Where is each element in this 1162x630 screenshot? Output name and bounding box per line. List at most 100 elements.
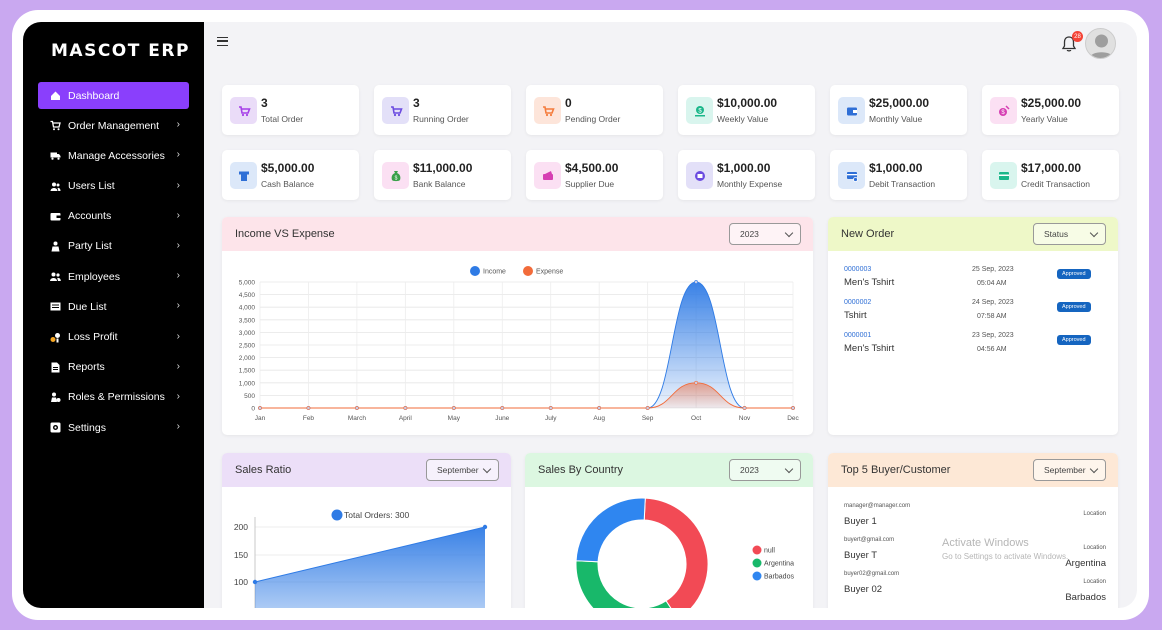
y-tick-label: 4,500 <box>239 292 256 299</box>
cart-icon <box>50 120 61 131</box>
y-tick-label: 1,500 <box>239 368 256 375</box>
user-avatar[interactable] <box>1085 28 1116 59</box>
legend-label: Expense <box>536 269 563 276</box>
stat-label: Supplier Due <box>565 179 615 189</box>
sidebar-item-reports[interactable]: Reports › <box>38 354 189 381</box>
stat-card-weekly-value[interactable]: $ $10,000.00 Weekly Value <box>678 85 815 135</box>
top-buyers-month-select[interactable]: September <box>1033 459 1106 481</box>
sidebar-item-manage-accessories[interactable]: Manage Accessories › <box>38 142 189 169</box>
wallet-icon <box>50 211 61 222</box>
order-status-badge: Approved <box>1057 302 1091 312</box>
data-point[interactable] <box>694 280 698 284</box>
data-point[interactable] <box>258 406 262 410</box>
cart-icon <box>534 97 561 124</box>
stat-card-monthly-expense[interactable]: $1,000.00 Monthly Expense <box>678 150 815 200</box>
buyer-row[interactable]: buyer02@gmail.com Buyer 02 Location Barbado… <box>844 571 1106 605</box>
data-point[interactable] <box>548 406 553 410</box>
y-tick-label: 4,000 <box>239 305 256 312</box>
stat-label: Total Order <box>261 114 304 124</box>
sidebar-item-employees[interactable]: Employees › <box>38 263 189 290</box>
stat-card-debit-transaction[interactable]: $1,000.00 Debit Transaction <box>830 150 967 200</box>
notification-count-badge: 28 <box>1072 31 1083 42</box>
top-buyers-month-value: September <box>1044 465 1086 475</box>
sidebar-item-party-list[interactable]: Party List › <box>38 233 189 260</box>
data-point[interactable] <box>252 579 258 585</box>
order-row[interactable]: 0000003 Men's Tshirt 25 Sep, 2023 05:04 AM A… <box>844 266 1118 296</box>
sidebar-item-due-list[interactable]: Due List › <box>38 293 189 320</box>
data-point[interactable] <box>742 406 747 410</box>
x-tick-label: Feb <box>303 415 315 422</box>
sidebar-item-loss-profit[interactable]: Loss Profit › <box>38 324 189 351</box>
buyer-name: Buyer 02 <box>844 584 883 595</box>
stat-value: $10,000.00 <box>717 96 778 110</box>
y-tick-label: 0 <box>251 406 255 413</box>
chevron-down-icon <box>1089 228 1099 238</box>
data-point[interactable] <box>500 406 505 410</box>
stat-card-bank-balance[interactable]: $ $11,000.00 Bank Balance <box>374 150 511 200</box>
sidebar-item-dashboard[interactable]: Dashboard <box>38 82 189 109</box>
data-point[interactable] <box>355 406 359 410</box>
stat-card-total-order[interactable]: 3 Total Order <box>222 85 359 135</box>
buyer-row[interactable]: manager@manager.com Buyer 1 Location <box>844 503 1106 537</box>
data-point[interactable] <box>451 406 456 410</box>
series-area-income <box>260 282 793 408</box>
sales-ratio-month-select[interactable]: September <box>426 459 499 481</box>
order-id-link[interactable]: 0000003 <box>844 266 872 273</box>
y-tick-label: 2,000 <box>239 355 256 362</box>
data-point[interactable] <box>482 524 488 530</box>
stat-label: Monthly Value <box>869 114 923 124</box>
stat-card-yearly-value[interactable]: $ $25,000.00 Yearly Value <box>982 85 1119 135</box>
notification-bell-icon[interactable] <box>1061 35 1077 53</box>
list-icon <box>50 301 61 312</box>
series-line-expense <box>260 382 793 409</box>
chevron-right-icon: › <box>176 300 180 312</box>
sidebar-item-users-list[interactable]: Users List › <box>38 173 189 200</box>
data-point[interactable] <box>403 406 408 410</box>
income-expense-panel: Income VS Expense 2023 5,000 4,500 4,000 3,… <box>222 217 813 435</box>
legend-swatch <box>523 266 533 276</box>
stat-card-running-order[interactable]: 3 Running Order <box>374 85 511 135</box>
order-status-select[interactable]: Status <box>1033 223 1106 245</box>
order-id-link[interactable]: 0000002 <box>844 299 872 306</box>
stat-card-supplier-due[interactable]: $4,500.00 Supplier Due <box>526 150 663 200</box>
stat-card-credit-transaction[interactable]: $17,000.00 Credit Transaction <box>982 150 1119 200</box>
svg-text:$: $ <box>1001 110 1005 116</box>
order-row[interactable]: 0000002 Tshirt 24 Sep, 2023 07:58 AM Approve… <box>844 299 1118 329</box>
data-point[interactable] <box>306 406 311 410</box>
watermark-title: Activate Windows <box>942 537 1029 549</box>
buyer-row[interactable]: buyert@gmail.com Buyer T Location Argentina <box>844 537 1106 571</box>
data-point[interactable] <box>694 380 698 385</box>
user-avatar-icon <box>1089 34 1114 58</box>
buyer-location-label: Location <box>1083 579 1106 585</box>
stat-card-pending-order[interactable]: 0 Pending Order <box>526 85 663 135</box>
data-point[interactable] <box>645 406 650 410</box>
sidebar-item-settings[interactable]: Settings › <box>38 414 189 441</box>
stat-card-cash-balance[interactable]: $5,000.00 Cash Balance <box>222 150 359 200</box>
stat-card-monthly-value[interactable]: $25,000.00 Monthly Value <box>830 85 967 135</box>
x-tick-label: June <box>495 415 509 422</box>
sales-country-chart: null Argentina Barbados <box>575 497 794 608</box>
sidebar-item-accounts[interactable]: Accounts › <box>38 203 189 230</box>
sidebar-item-label: Roles & Permissions <box>68 391 165 404</box>
legend-label: null <box>764 548 775 555</box>
buyer-location: Argentina <box>1065 558 1106 569</box>
menu-toggle-icon[interactable] <box>217 37 228 46</box>
data-point[interactable] <box>597 406 602 410</box>
data-point[interactable] <box>791 406 795 410</box>
income-year-select[interactable]: 2023 <box>729 223 801 245</box>
sidebar-item-roles-permissions[interactable]: Roles & Permissions › <box>38 384 189 411</box>
order-id-link[interactable]: 0000001 <box>844 332 872 339</box>
x-tick-label: July <box>545 415 557 422</box>
donut-slice-argentina[interactable] <box>575 560 678 608</box>
stat-label: Weekly Value <box>717 114 769 124</box>
cash-icon <box>230 162 257 189</box>
sidebar: MASCOT ERP Dashboard Order Management › Man… <box>23 22 204 608</box>
x-tick-label: April <box>399 415 413 422</box>
donut-slice-barbados[interactable] <box>575 497 646 563</box>
donut-slice-null[interactable] <box>643 497 709 608</box>
order-row[interactable]: 0000001 Men's Tshirt 23 Sep, 2023 04:56 AM A… <box>844 332 1118 362</box>
sidebar-item-order-management[interactable]: Order Management › <box>38 112 189 139</box>
legend-swatch <box>752 545 762 555</box>
sales-country-year-select[interactable]: 2023 <box>729 459 801 481</box>
sidebar-item-label: Due List <box>68 300 107 313</box>
